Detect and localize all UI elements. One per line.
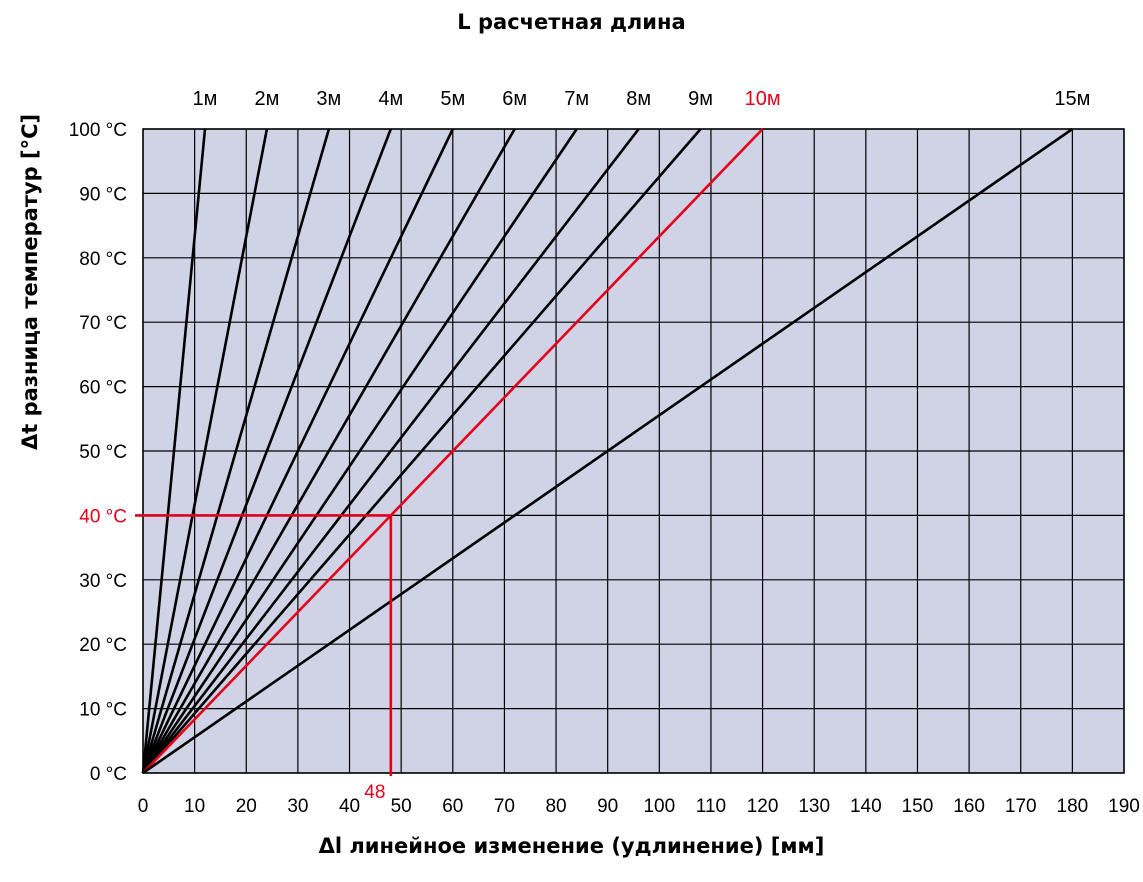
series-label: 7м <box>564 88 589 110</box>
chart-title: L расчетная длина <box>457 10 686 34</box>
y-tick-label: 0 °С <box>90 764 127 785</box>
x-tick-label: 30 <box>287 796 308 817</box>
series-label: 10м <box>745 88 781 110</box>
x-tick-label: 50 <box>391 796 412 817</box>
x-tick-label: 140 <box>850 796 882 817</box>
series-label: 9м <box>688 88 713 110</box>
series-label: 6м <box>502 88 527 110</box>
series-line <box>141 128 516 774</box>
x-tick-label: 170 <box>1005 796 1037 817</box>
series-line <box>142 127 1074 775</box>
x-tick-label: 20 <box>236 796 257 817</box>
series-label: 15м <box>1054 88 1090 110</box>
y-tick-label: 60 °С <box>79 378 127 399</box>
y-tick-label: 10 °С <box>79 700 127 721</box>
annotation-x-label: 48 <box>364 782 385 803</box>
annotation-guide-line <box>135 514 393 776</box>
series-label: 2м <box>254 88 279 110</box>
y-tick-label: 50 °С <box>79 442 127 463</box>
x-tick-label: 10 <box>184 796 205 817</box>
x-tick-label: 0 <box>138 796 149 817</box>
x-tick-label: 110 <box>696 796 726 817</box>
x-tick-label: 70 <box>494 796 515 817</box>
x-tick-label: 100 <box>643 796 675 817</box>
x-tick-label: 180 <box>1057 796 1089 817</box>
x-tick-label: 130 <box>798 796 830 817</box>
series-label: 4м <box>378 88 403 110</box>
y-tick-label: 90 °С <box>79 184 127 205</box>
series-label: 3м <box>316 88 341 110</box>
series-line <box>142 128 764 774</box>
x-tick-label: 160 <box>953 796 985 817</box>
series-line <box>141 128 454 774</box>
series-line <box>142 128 702 774</box>
y-tick-label: 70 °С <box>79 313 127 334</box>
series-line <box>141 128 640 774</box>
series-line <box>141 128 207 774</box>
x-axis-title: Δl линейное изменение (удлинение) [мм] <box>318 834 825 858</box>
y-tick-label: 100 °С <box>69 120 127 141</box>
y-tick-label: 20 °С <box>79 635 127 656</box>
y-tick-label: 80 °С <box>79 249 127 270</box>
series-label: 5м <box>440 88 465 110</box>
x-tick-label: 190 <box>1108 796 1140 817</box>
plot-frame <box>142 128 1125 774</box>
series-label: 1м <box>193 88 218 110</box>
x-tick-label: 60 <box>442 796 463 817</box>
x-tick-label: 150 <box>902 796 934 817</box>
series-label: 8м <box>626 88 651 110</box>
series-line <box>141 128 393 774</box>
x-tick-label: 120 <box>747 796 779 817</box>
series-line <box>141 128 331 774</box>
annotation-y-label: 40 °С <box>79 506 127 527</box>
x-tick-label: 90 <box>597 796 618 817</box>
y-tick-label: 30 °С <box>79 571 127 592</box>
series-line <box>141 128 269 774</box>
series-line <box>141 128 578 774</box>
x-tick-label: 80 <box>545 796 566 817</box>
x-tick-label: 40 <box>339 796 360 817</box>
